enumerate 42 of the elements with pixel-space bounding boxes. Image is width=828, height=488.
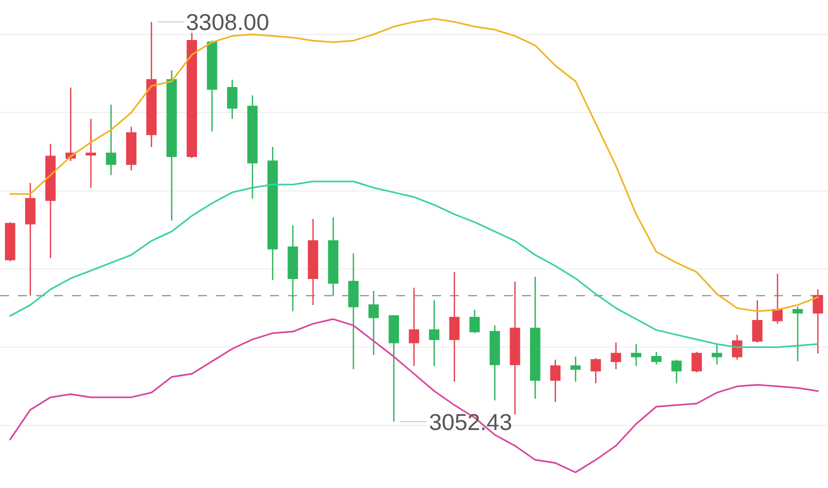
candlestick [732,334,742,360]
candlestick [186,32,198,159]
candlestick [106,104,116,176]
candlestick [4,221,16,262]
candlestick [247,94,258,200]
candlestick [590,358,601,384]
candlestick [288,224,298,312]
candlestick [692,351,702,373]
candlestick [126,126,136,172]
candlestick [712,343,722,366]
annotation: 3308.00 [186,9,270,35]
candlestick [86,118,96,188]
candlestick [449,272,460,382]
candlestick [206,40,218,132]
candlestick [348,252,359,370]
candlestick [166,70,177,222]
candlestick [328,216,338,296]
candlestick [25,182,36,296]
candlestick [408,287,420,367]
candlestick [792,306,803,362]
candlestick [146,21,157,148]
candlestick [812,288,824,354]
candlestick [66,86,76,162]
candlestick [550,359,561,403]
candlestick [570,356,581,382]
candlestick [651,351,662,366]
candlestick [772,273,783,324]
candlestick [510,280,520,416]
candlestick [671,359,682,384]
candlestick [752,300,762,344]
candlestick [490,324,500,402]
candlestick [45,143,56,259]
candlestick [308,218,318,306]
candlestick [267,146,278,281]
candlestick [610,342,622,370]
candlestick [429,300,440,367]
candlestick [368,290,379,356]
candlestick [469,309,480,334]
candlestick [388,315,399,422]
candlestick [227,79,238,120]
candlestick [530,276,540,400]
candlestick [630,343,642,367]
